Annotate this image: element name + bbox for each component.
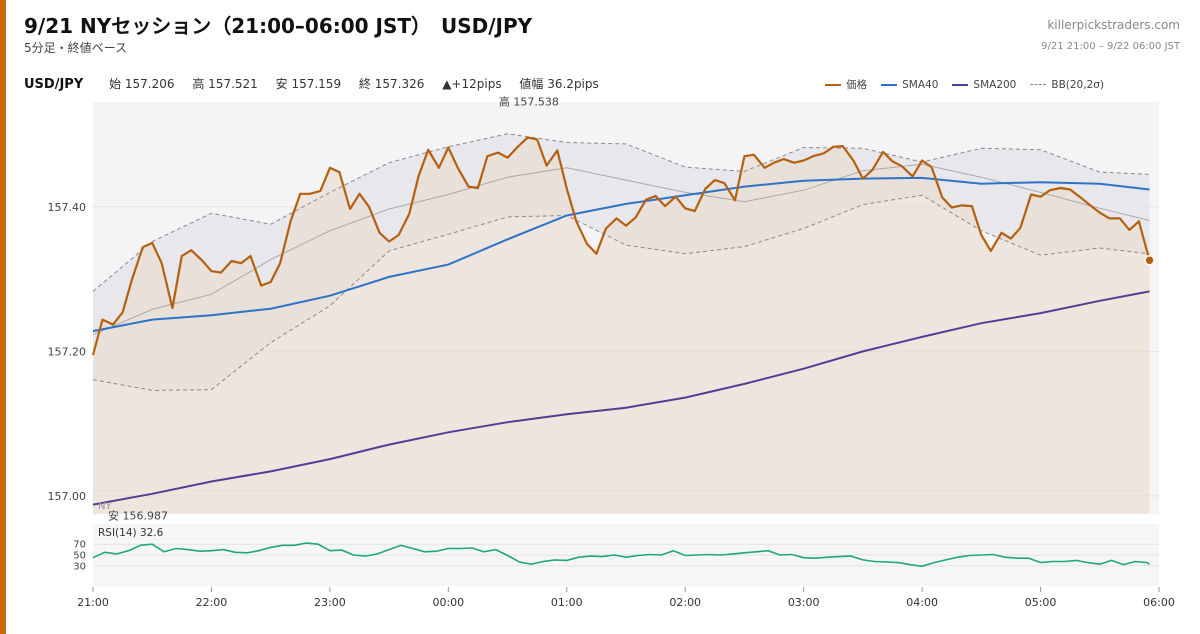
x-tick-label: 06:00 — [1143, 596, 1175, 609]
legend-swatch-bb — [1030, 84, 1047, 85]
rsi-line — [92, 542, 1150, 568]
x-tick-label: 21:00 — [77, 596, 109, 609]
legend-label-price: 価格 — [846, 79, 868, 91]
bollinger-lower-line — [92, 194, 1150, 391]
bollinger-middle-line — [92, 163, 1150, 336]
session-label: NY — [98, 501, 112, 512]
y-tick-label: 157.00 — [48, 490, 87, 503]
x-tick-label: 02:00 — [669, 596, 701, 609]
sma40-line — [92, 176, 1150, 333]
y-tick-label: 157.40 — [48, 201, 87, 214]
legend-label-sma200: SMA200 — [973, 78, 1017, 91]
x-tick-label: 22:00 — [196, 596, 228, 609]
stat-low: 安 157.159 — [275, 77, 342, 91]
stat-width: 値幅 36.2pips — [519, 77, 599, 91]
rsi-tick-label: 50 — [73, 551, 86, 562]
chart-legend: 価格 SMA40 SMA200 BB(20,2σ) — [825, 77, 1104, 92]
price-area-fill — [93, 137, 1150, 514]
site-name: killerpickstraders.com — [1047, 18, 1180, 32]
stat-high: 高 157.521 — [192, 77, 258, 91]
page-title: 9/21 NYセッション（21:00–06:00 JST） USD/JPY — [24, 14, 533, 38]
rsi-tick-label: 30 — [73, 561, 86, 572]
accent-bar — [0, 0, 6, 634]
x-axis: 21:00 22:00 23:00 00:00 01:00 02:00 03:00 04:00… — [77, 587, 1175, 609]
page-subtitle: 5分足・終値ベース — [24, 41, 128, 55]
stat-close: 終 157.326 — [358, 77, 425, 91]
price-line — [91, 136, 1151, 356]
legend-item-price[interactable]: 価格 — [825, 77, 867, 92]
bollinger-upper-line — [92, 133, 1150, 292]
symbol-label: USD/JPY — [24, 77, 84, 92]
rsi-tick-label: 70 — [73, 540, 86, 551]
legend-label-sma40: SMA40 — [902, 78, 939, 91]
low-annotation: 安 156.987 — [108, 508, 168, 522]
y-tick-label: 157.20 — [48, 345, 87, 358]
last-price-marker[interactable] — [1144, 255, 1155, 266]
legend-label-bb: BB(20,2σ) — [1051, 78, 1104, 91]
x-tick-label: 00:00 — [432, 596, 464, 609]
x-tick-label: 05:00 — [1025, 596, 1057, 609]
time-range: 9/21 21:00 – 9/22 06:00 JST — [1041, 41, 1180, 52]
y-axis: 157.00 157.20 157.40 — [48, 201, 87, 503]
x-tick-label: 23:00 — [314, 596, 346, 609]
x-tick-label: 04:00 — [906, 596, 938, 609]
legend-item-sma40[interactable]: SMA40 — [881, 77, 938, 92]
legend-item-bb[interactable]: BB(20,2σ) — [1030, 77, 1104, 92]
legend-item-sma200[interactable]: SMA200 — [952, 77, 1016, 92]
legend-swatch-sma200 — [952, 83, 969, 86]
stat-change: ▲+12pips — [442, 77, 502, 91]
stats-bar: USD/JPY 始 157.206 高 157.521 安 157.159 終 … — [24, 75, 613, 92]
x-tick-label: 03:00 — [788, 596, 820, 609]
rsi-label: RSI(14) 32.6 — [98, 527, 164, 539]
sma200-line — [92, 290, 1150, 506]
x-tick-label: 01:00 — [551, 596, 583, 609]
legend-swatch-price — [825, 83, 842, 86]
legend-swatch-sma40 — [881, 83, 898, 86]
high-annotation: 高 157.538 — [499, 95, 559, 109]
stat-open: 始 157.206 — [109, 77, 175, 91]
